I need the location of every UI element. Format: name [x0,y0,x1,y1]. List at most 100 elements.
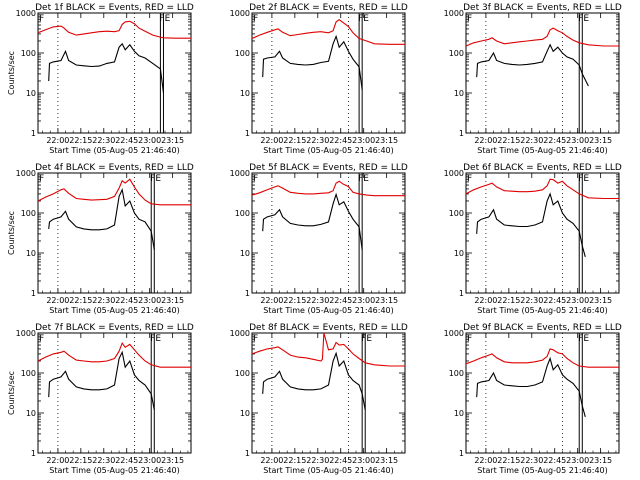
x-tick-label: 23:00 [138,136,161,145]
y-tick-label: 1 [459,449,464,458]
chart-title: Det 4f BLACK = Events, RED = LLD [35,163,194,173]
x-axis-label: Start Time (05-Aug-05 21:46:40) [49,146,180,155]
x-tick-label: 23:00 [138,296,161,305]
x-tick-label: 22:15 [283,296,306,305]
plot-frame [465,332,620,454]
chart-panel-3: Det 3f BLACK = Events, RED = LLD 1 10 100 10… [444,3,622,155]
x-tick-label: 23:15 [589,296,612,305]
y-tick-label: 1 [245,289,250,298]
y-tick-label: 100 [21,49,36,58]
chart-title: Det 6f BLACK = Events, RED = LLD [463,163,622,173]
x-tick-label: 22:30 [92,296,115,305]
x-tick-label: 22:00 [46,136,69,145]
x-tick-label: 22:45 [115,296,138,305]
x-tick-label: 23:00 [352,296,375,305]
chart-title: Det 3f BLACK = Events, RED = LLD [463,3,622,13]
x-tick-label: 22:30 [306,296,329,305]
y-tick-label: 1 [459,289,464,298]
x-axis-label: Start Time (05-Aug-05 21:46:40) [49,466,180,475]
x-tick-label: 22:45 [115,456,138,465]
x-tick-label: 22:30 [520,456,543,465]
y-tick-label: 100 [21,369,36,378]
plot-frame [37,332,192,454]
plot-frame [251,332,406,454]
x-tick-label: 22:00 [46,296,69,305]
x-tick-label: 22:15 [283,136,306,145]
x-axis-label: Start Time (05-Aug-05 21:46:40) [263,146,394,155]
flag-label: F [39,334,44,344]
chart-title: Det 7f BLACK = Events, RED = LLD [35,323,194,333]
x-axis-label: Start Time (05-Aug-05 21:46:40) [49,306,180,315]
x-tick-label: 23:15 [375,456,398,465]
flag-label: F [467,334,472,344]
y-axis-label: Counts/sec [7,371,16,415]
x-tick-label: 23:00 [566,456,589,465]
x-tick-label: 22:45 [329,456,352,465]
y-tick-label: 1000 [444,169,464,178]
x-tick-label: 23:15 [375,296,398,305]
red-lld-series [37,178,191,206]
y-tick-label: 1 [31,129,36,138]
red-lld-series [465,27,619,47]
flag-label: FE [578,14,589,24]
x-axis-label: Start Time (05-Aug-05 21:46:40) [263,306,394,315]
x-tick-label: 22:30 [92,456,115,465]
y-tick-label: 1000 [444,9,464,18]
flag-label: FE [358,14,369,24]
y-tick-label: 100 [21,209,36,218]
x-tick-label: 23:15 [161,136,184,145]
chart-panel-2: Det 2f BLACK = Events, RED = LLD 1 10 100 10… [230,3,408,155]
chart-title: Det 9f BLACK = Events, RED = LLD [463,323,622,333]
flag-label: FE [361,334,372,344]
y-tick-label: 10 [26,89,36,98]
black-events-series [48,188,155,250]
black-events-series [476,43,589,87]
x-tick-label: 23:00 [138,456,161,465]
chart-title: Det 8f BLACK = Events, RED = LLD [249,323,408,333]
flag-label: FE [578,334,589,344]
black-events-series [476,192,586,258]
red-lld-series [37,20,191,39]
x-tick-label: 22:00 [260,296,283,305]
y-tick-label: 100 [235,369,250,378]
red-lld-series [465,348,619,368]
flag-label: F [467,14,472,24]
x-tick-label: 22:15 [497,136,520,145]
x-tick-label: 22:30 [306,136,329,145]
y-tick-label: 10 [26,409,36,418]
plot-frame [37,172,192,294]
x-axis-label: Start Time (05-Aug-05 21:46:40) [477,146,608,155]
x-tick-label: 23:15 [161,296,184,305]
x-tick-label: 22:00 [46,456,69,465]
y-tick-label: 10 [26,249,36,258]
red-lld-series [465,178,619,200]
chart-panel-4: Det 4f BLACK = Events, RED = LLD 1 10 100 10… [7,163,194,315]
y-tick-label: 1 [245,449,250,458]
x-tick-label: 22:45 [543,456,566,465]
red-lld-series [37,341,191,368]
y-tick-label: 1 [459,129,464,138]
y-tick-label: 10 [454,249,464,258]
black-events-series [476,356,586,418]
chart-panel-7: Det 7f BLACK = Events, RED = LLD 1 10 100 10… [7,323,194,475]
y-tick-label: 1 [245,129,250,138]
x-tick-label: 22:15 [283,456,306,465]
chart-panel-9: Det 9f BLACK = Events, RED = LLD 1 10 100 10… [444,323,622,475]
black-events-series [262,351,366,410]
flag-label: F [253,334,258,344]
x-tick-label: 22:15 [497,456,520,465]
chart-title: Det 5f BLACK = Events, RED = LLD [249,163,408,173]
y-tick-label: 100 [449,209,464,218]
chart-panel-5: Det 5f BLACK = Events, RED = LLD 1 10 100 10… [230,163,408,315]
x-tick-label: 22:00 [260,456,283,465]
y-tick-label: 10 [240,409,250,418]
flag-label: F [39,14,44,24]
chart-title: Det 1f BLACK = Events, RED = LLD [35,3,194,13]
x-tick-label: 22:00 [474,296,497,305]
y-tick-label: 1000 [16,329,36,338]
y-tick-label: 100 [235,49,250,58]
y-axis-label: Counts/sec [7,51,16,95]
y-tick-label: 10 [240,249,250,258]
plot-frame [251,12,406,134]
